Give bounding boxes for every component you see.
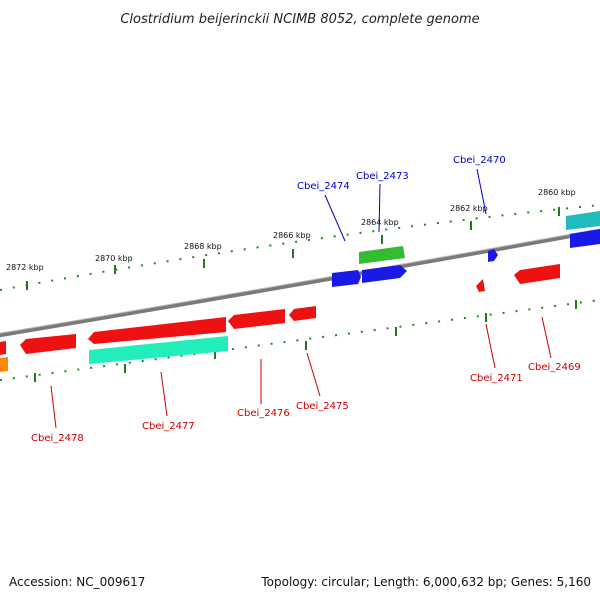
leader-cbei-2473 (378, 183, 381, 233)
gene-cbei-2475[interactable] (289, 306, 316, 321)
gene-label: Cbei_2474 (297, 181, 350, 192)
gene-teal-right[interactable] (566, 211, 600, 230)
tick-label: 2868 kbp (184, 242, 222, 251)
gene-cbei-2476[interactable] (228, 309, 285, 329)
gene-label: Cbei_2477 (142, 421, 195, 432)
genome-backbone (0, 228, 600, 338)
major-ticks (26, 207, 560, 290)
map-title: Clostridium beijerinckii NCIMB 8052, com… (120, 12, 479, 27)
gene-cbei-2477[interactable] (88, 317, 226, 344)
label-leaders (50, 168, 552, 429)
gene-cbei-2474[interactable] (332, 270, 361, 287)
gene-label: Cbei_2475 (296, 401, 349, 412)
gene-label: Cbei_2469 (528, 362, 581, 373)
leader-cbei-2469 (541, 316, 552, 359)
gene-cbei-2473-green[interactable] (359, 246, 405, 264)
tick-label: 2870 kbp (95, 254, 133, 263)
leader-cbei-2477 (160, 371, 168, 417)
lower-tick-track (0, 299, 600, 381)
tick-label: 2872 kbp (6, 263, 44, 272)
upper-tick-track (0, 204, 600, 291)
gene-left-orange-edge[interactable] (0, 357, 8, 372)
leader-cbei-2471 (485, 323, 496, 369)
gene-cbei-2471[interactable] (476, 279, 485, 292)
tick-label: 2866 kbp (273, 231, 311, 240)
gene-label: Cbei_2471 (470, 373, 523, 384)
leader-cbei-2474 (324, 194, 346, 242)
lower-major-ticks (34, 300, 577, 382)
accession-text: Accession: NC_009617 (9, 575, 145, 589)
gene-label: Cbei_2473 (356, 171, 409, 182)
gene-left-red-edge[interactable] (0, 341, 6, 355)
leader-cbei-2475 (306, 352, 321, 397)
gene-cbei-2469[interactable] (514, 264, 560, 284)
gene-cbei-2473[interactable] (362, 265, 407, 283)
tick-label: 2864 kbp (361, 218, 399, 227)
gene-label: Cbei_2470 (453, 155, 506, 166)
leader-cbei-2478 (50, 385, 57, 429)
tick-label: 2860 kbp (538, 188, 576, 197)
gene-label: Cbei_2476 (237, 408, 290, 419)
gene-cbei-2478[interactable] (20, 334, 76, 354)
gene-cbei-2477-aqua[interactable] (89, 336, 228, 364)
gene-label: Cbei_2478 (31, 433, 84, 444)
gene-cbei-2470[interactable] (488, 249, 498, 262)
gene-blue-right[interactable] (570, 229, 600, 248)
leader-cbei-2470 (476, 168, 487, 215)
genome-summary-text: Topology: circular; Length: 6,000,632 bp… (260, 575, 591, 589)
tick-label: 2862 kbp (450, 204, 488, 213)
genome-backbone-highlight (0, 228, 600, 334)
